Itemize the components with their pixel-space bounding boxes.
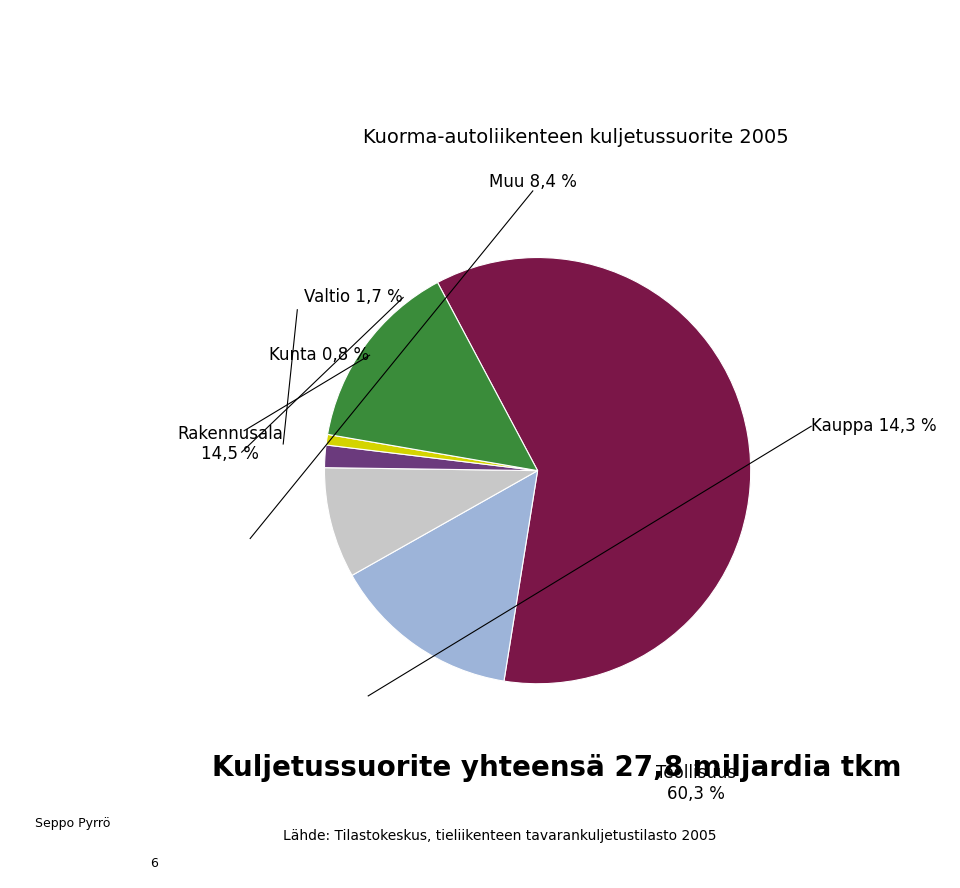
Text: Valtio 1,7 %: Valtio 1,7 % <box>304 289 403 306</box>
Wedge shape <box>326 434 538 471</box>
Text: Kauppa 14,3 %: Kauppa 14,3 % <box>811 417 937 435</box>
Wedge shape <box>327 282 538 471</box>
Text: Seppo Pyrrö: Seppo Pyrrö <box>36 817 110 830</box>
Text: Kuljetussuorite yhteensä 27,8 miljardia tkm: Kuljetussuorite yhteensä 27,8 miljardia … <box>212 754 901 782</box>
Wedge shape <box>324 468 538 575</box>
Text: 6: 6 <box>151 857 158 870</box>
Text: Teollisuus
60,3 %: Teollisuus 60,3 % <box>656 764 736 803</box>
Wedge shape <box>438 258 751 684</box>
Text: Muu 8,4 %: Muu 8,4 % <box>489 173 577 191</box>
Text: Lähde: Tilastokeskus, tieliikenteen tavarankuljetustilasto 2005: Lähde: Tilastokeskus, tieliikenteen tava… <box>283 829 717 844</box>
Wedge shape <box>352 471 538 681</box>
Text: Rakennusala
14,5 %: Rakennusala 14,5 % <box>178 424 283 464</box>
Text: Motiva: Motiva <box>48 27 139 51</box>
Text: Kunta 0,8 %: Kunta 0,8 % <box>270 346 370 364</box>
Wedge shape <box>324 445 538 471</box>
Text: Kuorma-autoliikenteen kuljetussuorite 2005: Kuorma-autoliikenteen kuljetussuorite 20… <box>363 128 789 147</box>
